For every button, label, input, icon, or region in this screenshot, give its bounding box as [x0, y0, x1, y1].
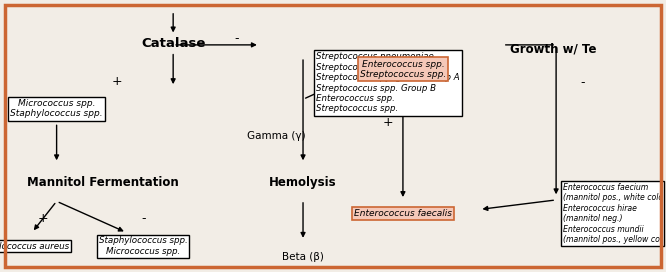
Text: -: -: [141, 212, 145, 225]
Text: Mannitol Fermentation: Mannitol Fermentation: [27, 176, 179, 189]
Text: Enterococcus faecalis: Enterococcus faecalis: [354, 209, 452, 218]
Text: ylococcus aureus: ylococcus aureus: [0, 242, 69, 251]
Text: Micrococcus spp.
Staphylococcus spp.: Micrococcus spp. Staphylococcus spp.: [10, 99, 103, 119]
Text: Gamma (γ): Gamma (γ): [247, 131, 306, 141]
Text: Enterococcus spp.
Streptococcus spp.: Enterococcus spp. Streptococcus spp.: [360, 60, 446, 79]
Text: Growth w/ Te: Growth w/ Te: [509, 42, 596, 55]
Text: Staphylococcus spp.
Micrococcus spp.: Staphylococcus spp. Micrococcus spp.: [99, 236, 188, 256]
Text: -: -: [234, 32, 238, 45]
Text: Hemolysis: Hemolysis: [269, 176, 337, 189]
Text: Catalase: Catalase: [141, 37, 205, 50]
Text: +: +: [111, 75, 122, 88]
Text: Beta (β): Beta (β): [282, 252, 324, 262]
Text: +: +: [38, 212, 49, 225]
Text: Enterococcus faecium
(mannitol pos., white colo
Enterococcus hirae
(mannitol neg: Enterococcus faecium (mannitol pos., whi…: [563, 183, 663, 244]
Text: +: +: [383, 116, 394, 129]
Text: Streptococcus pneumoniae
Streptococcus mitis
Streptococcus pyogenes Group A
Stre: Streptococcus pneumoniae Streptococcus m…: [316, 52, 460, 113]
Text: -: -: [581, 76, 585, 89]
